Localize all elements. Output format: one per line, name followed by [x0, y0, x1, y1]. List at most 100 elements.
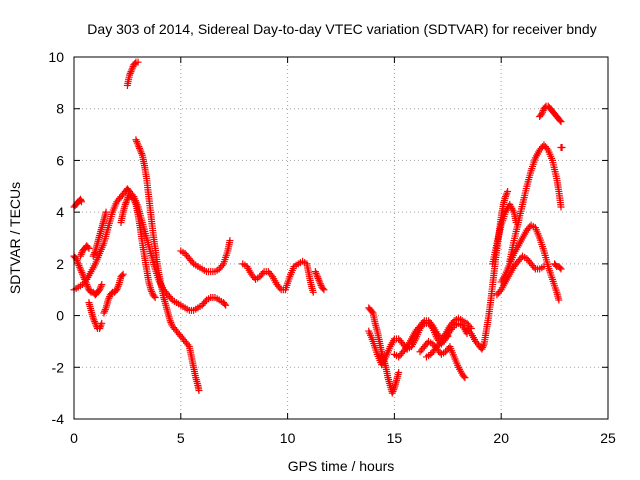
- data-point: [226, 237, 234, 245]
- data-point: [503, 189, 511, 197]
- data-point: [147, 286, 155, 294]
- data-series-arc-16: [390, 314, 475, 361]
- data-series-arc-22: [497, 221, 563, 304]
- data-point: [76, 252, 84, 260]
- data-point: [77, 198, 85, 206]
- data-point: [390, 386, 398, 394]
- data-point: [81, 277, 89, 285]
- data-point: [131, 197, 139, 205]
- y-tick-label: -4: [52, 411, 65, 427]
- data-point: [195, 387, 203, 395]
- data-point: [97, 282, 105, 290]
- data-point: [113, 284, 121, 292]
- data-point: [74, 258, 82, 266]
- data-point: [128, 64, 136, 72]
- data-point: [167, 294, 175, 302]
- data-point: [167, 318, 175, 326]
- y-tick-label: 8: [56, 101, 64, 117]
- x-tick-label: 10: [280, 430, 296, 446]
- data-series-arc-5: [85, 299, 106, 332]
- data-series-arc-24: [536, 102, 565, 126]
- plot-frame: [73, 56, 609, 420]
- data-point: [314, 275, 322, 283]
- data-point: [402, 344, 410, 352]
- data-point: [151, 293, 159, 301]
- data-point: [276, 284, 284, 292]
- data-point: [130, 195, 138, 203]
- data-point: [389, 387, 397, 395]
- data-point: [319, 284, 327, 292]
- data-point: [126, 71, 134, 79]
- data-series-arc-8: [117, 190, 159, 301]
- data-point: [312, 269, 320, 277]
- data-point: [311, 268, 319, 276]
- x-tick-label: 0: [70, 430, 78, 446]
- data-point: [96, 284, 104, 292]
- data-point: [131, 199, 139, 207]
- data-series-arc-10: [132, 136, 203, 395]
- data-point: [419, 318, 427, 326]
- data-point: [438, 337, 446, 345]
- data-point: [114, 282, 122, 290]
- data-point: [313, 271, 321, 279]
- data-point: [89, 252, 97, 260]
- data-point: [79, 270, 87, 278]
- data-series-arc-4: [76, 242, 93, 260]
- data-point: [77, 250, 85, 258]
- data-series-arc-6: [89, 208, 110, 260]
- data-point: [91, 319, 99, 327]
- data-point: [90, 250, 98, 258]
- data-point: [478, 345, 486, 353]
- data-point: [315, 276, 323, 284]
- data-series-arc-13: [311, 268, 328, 294]
- data-point: [552, 261, 560, 269]
- data-point: [543, 144, 551, 152]
- data-series-arc-25: [551, 260, 565, 273]
- data-point: [557, 265, 565, 273]
- data-point: [320, 286, 328, 294]
- data-point: [135, 143, 143, 151]
- data-point: [538, 110, 546, 118]
- data-series-arc-26: [557, 144, 566, 151]
- data-point: [134, 58, 142, 66]
- data-series-arc-23: [506, 141, 565, 265]
- data-point: [73, 256, 81, 264]
- data-point: [97, 321, 105, 329]
- data-series-arc-1: [70, 195, 85, 211]
- data-point: [368, 308, 376, 316]
- data-point: [123, 195, 131, 203]
- data-point: [121, 200, 129, 208]
- data-point: [150, 292, 158, 300]
- data-series-arc-7: [100, 270, 127, 317]
- data-point: [479, 342, 487, 350]
- data-point: [138, 150, 146, 158]
- data-point: [104, 296, 112, 304]
- data-point: [556, 264, 564, 272]
- y-tick-label: -2: [52, 359, 65, 375]
- data-point: [84, 282, 92, 290]
- data-series-arc-2: [70, 252, 106, 299]
- data-point: [119, 270, 127, 278]
- data-point: [133, 137, 141, 145]
- data-series-arc-9: [123, 58, 142, 89]
- data-point: [555, 296, 563, 304]
- data-point: [113, 286, 121, 294]
- data-point: [148, 287, 156, 295]
- data-point: [131, 59, 139, 67]
- data-point: [201, 298, 209, 306]
- data-point: [86, 287, 94, 295]
- data-point: [449, 318, 457, 326]
- data-point: [77, 267, 85, 275]
- data-point: [128, 66, 136, 74]
- data-point: [136, 146, 144, 154]
- data-point: [76, 265, 84, 273]
- data-point: [137, 148, 145, 156]
- data-point: [218, 262, 226, 270]
- data-point: [502, 191, 510, 199]
- y-tick-label: 0: [56, 308, 64, 324]
- data-point: [100, 309, 108, 317]
- data-point: [84, 243, 92, 251]
- data-point: [91, 318, 99, 326]
- data-point: [101, 306, 109, 314]
